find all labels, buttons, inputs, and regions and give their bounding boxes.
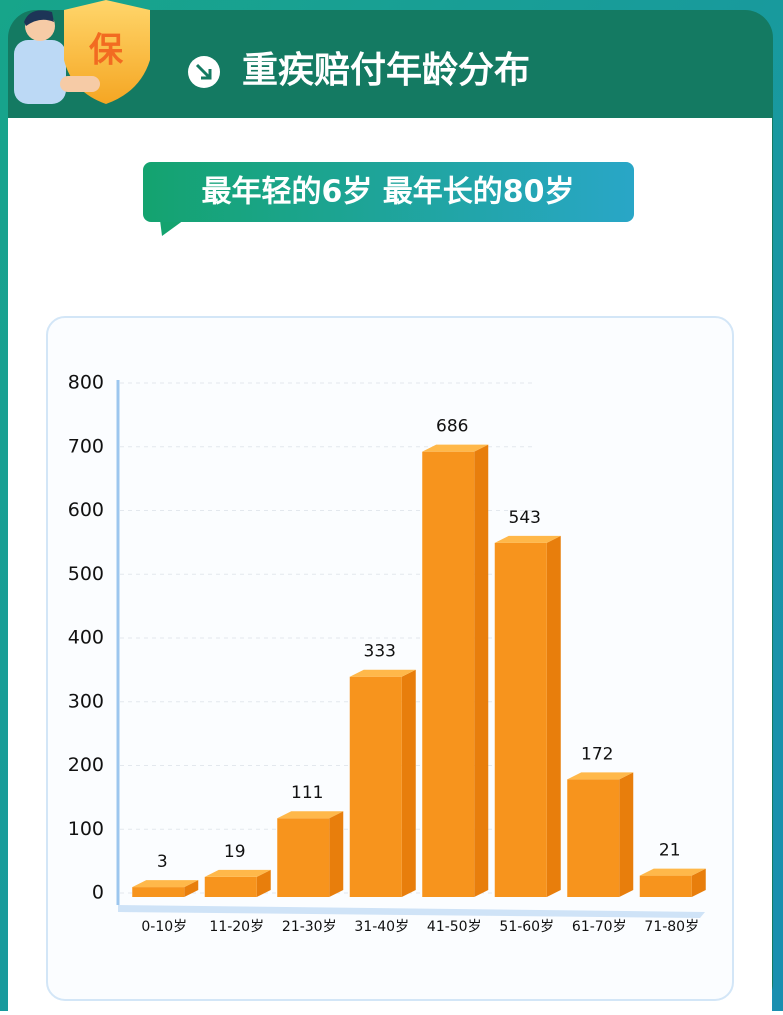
bar-top	[277, 811, 344, 819]
value-label: 686	[436, 417, 468, 437]
y-tick-label: 600	[68, 499, 104, 521]
subtitle: 最年轻的6岁 最年长的80岁	[201, 175, 574, 210]
bar-top	[349, 669, 416, 677]
bar-top	[639, 868, 706, 876]
y-tick-label: 400	[68, 627, 104, 649]
bar-top	[567, 772, 634, 780]
bar-top	[204, 869, 271, 877]
plot: 0 100 200 300 400 500 600 700 800 0-10岁 3 11-20岁 19 2…	[68, 372, 706, 935]
bar-side	[256, 869, 271, 897]
value-label: 111	[291, 783, 323, 803]
bar	[639, 875, 692, 897]
bar-side	[401, 669, 416, 897]
y-tick-label: 300	[68, 690, 104, 712]
bar	[494, 542, 547, 897]
value-label: 543	[509, 508, 541, 528]
x-tick-label: 21-30岁	[282, 919, 337, 935]
bar	[204, 876, 257, 897]
value-label: 3	[157, 852, 168, 872]
bar	[132, 887, 185, 897]
x-tick-label: 51-60岁	[499, 919, 554, 935]
x-tick-label: 71-80岁	[644, 919, 699, 935]
y-tick-label: 100	[68, 818, 104, 840]
bar-top	[132, 880, 199, 888]
y-tick-label: 0	[92, 882, 104, 904]
x-tick-label: 0-10岁	[141, 919, 187, 935]
bar-top	[494, 535, 561, 543]
bar-side	[546, 535, 561, 897]
bar-side	[691, 868, 706, 897]
y-tick-label: 200	[68, 754, 104, 776]
bar-side	[474, 444, 489, 897]
subtitle-pill	[143, 162, 634, 222]
bar	[349, 676, 402, 897]
value-label: 333	[364, 642, 396, 662]
pill-tail	[160, 220, 184, 236]
x-axis	[118, 905, 705, 918]
x-tick-label: 61-70岁	[572, 919, 627, 935]
value-label: 19	[224, 842, 246, 862]
bar-side	[619, 772, 634, 897]
bar	[277, 818, 330, 897]
chart-title: 重疾赔付年龄分布	[242, 50, 530, 91]
value-label: 172	[581, 744, 613, 764]
y-tick-label: 700	[68, 435, 104, 457]
bar-side	[329, 811, 344, 897]
illustration: 保	[14, 0, 150, 104]
x-tick-label: 41-50岁	[427, 919, 482, 935]
bar	[567, 779, 620, 897]
bar	[422, 451, 475, 897]
y-tick-label: 800	[68, 372, 104, 394]
title-icon-arrow	[195, 63, 212, 80]
bar-side	[184, 880, 199, 897]
badge: 保	[89, 31, 124, 71]
x-tick-label: 31-40岁	[354, 919, 409, 935]
value-label: 21	[659, 841, 681, 861]
y-tick-label: 500	[68, 563, 104, 585]
bar-top	[422, 444, 489, 452]
x-tick-label: 11-20岁	[209, 919, 264, 935]
